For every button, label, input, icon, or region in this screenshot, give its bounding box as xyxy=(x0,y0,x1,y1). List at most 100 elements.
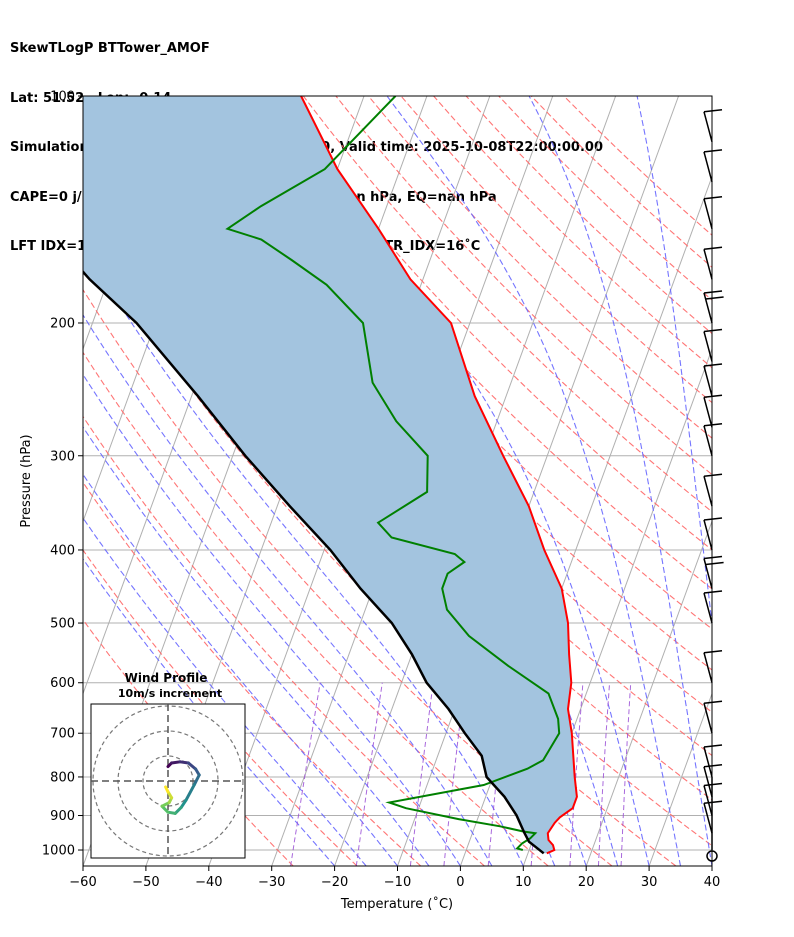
wind-barb-staff xyxy=(703,425,713,456)
mixing-ratio-line xyxy=(409,682,434,866)
hodograph-trace xyxy=(160,760,201,815)
parcel-line xyxy=(83,269,545,855)
y-axis-ticks: 1000 900 800 700 600 500 400 300 200 100 xyxy=(42,90,83,859)
hodograph-segment xyxy=(184,783,196,802)
wind-barb-staff xyxy=(703,292,713,324)
wind-barb-flag xyxy=(703,590,723,594)
wind-barb-flag xyxy=(703,517,723,521)
wind-profile-inset: Wind Profile 10m/s increment xyxy=(90,671,246,859)
wind-barb-flag xyxy=(703,555,723,560)
dry-adiabat xyxy=(302,96,712,513)
wind-barb-staff xyxy=(703,397,713,428)
x-tick-label: 20 xyxy=(578,875,595,890)
wind-barb-staff xyxy=(703,331,713,362)
wind-barb-flag xyxy=(703,109,723,113)
y-tick-label: 900 xyxy=(50,809,75,824)
wind-barb-staff xyxy=(703,365,713,397)
wind-barb-flag xyxy=(703,196,723,200)
y-tick-label: 800 xyxy=(50,770,75,785)
wind-barb-flag xyxy=(703,328,723,333)
wind-barb-flag xyxy=(703,394,723,399)
profiles xyxy=(83,96,578,855)
wind-barb-flag xyxy=(703,363,723,367)
hodograph-segment xyxy=(192,773,201,787)
inset-subtitle: 10m/s increment xyxy=(118,687,222,700)
dry-adiabat xyxy=(83,351,549,866)
wind-barb-staff xyxy=(703,785,713,816)
dry-adiabat xyxy=(83,415,485,866)
wind-barb-flag xyxy=(703,700,723,704)
wind-barb-flag xyxy=(703,800,723,804)
isotherm-line xyxy=(775,96,794,866)
mixing-ratio-line xyxy=(355,682,383,866)
cin-area xyxy=(83,96,577,854)
y-axis-label: Pressure (hPa) xyxy=(19,434,34,527)
wind-barb-staff xyxy=(703,249,713,280)
wind-barb-flag xyxy=(703,744,723,748)
y-tick-label: 300 xyxy=(50,449,75,464)
y-tick-label: 100 xyxy=(50,90,75,105)
temperature-line xyxy=(300,96,578,855)
wind-barb-flag xyxy=(703,649,723,654)
x-axis-label: Temperature (˚C) xyxy=(340,896,453,912)
inset-grid xyxy=(91,704,245,858)
dry-adiabat xyxy=(83,549,358,866)
mixing-ratio-line xyxy=(569,682,584,866)
mixing-ratio-line xyxy=(290,682,321,866)
moist-adiabat xyxy=(263,96,650,866)
wind-barb-flag xyxy=(705,561,724,566)
wind-barb-staff xyxy=(703,476,713,507)
x-tick-label: −10 xyxy=(384,875,411,890)
wind-barb-staff xyxy=(703,652,713,683)
cape-cin-fill xyxy=(83,96,577,854)
y-tick-label: 1000 xyxy=(42,844,75,859)
y-tick-label: 400 xyxy=(50,543,75,558)
wind-barb-flag xyxy=(703,423,723,427)
dry-adiabat xyxy=(563,96,712,236)
wind-barb-flag xyxy=(705,296,724,300)
wind-barb-staff xyxy=(703,198,713,229)
wind-barb-flag xyxy=(703,764,723,768)
dry-adiabat xyxy=(335,96,712,476)
x-tick-label: 10 xyxy=(515,875,532,890)
wind-barb-staff xyxy=(703,111,713,142)
moist-adiabat xyxy=(83,313,493,866)
x-tick-label: −50 xyxy=(132,875,159,890)
wind-barb-flag xyxy=(703,149,723,153)
moist-adiabat xyxy=(83,473,398,866)
y-tick-label: 600 xyxy=(50,676,75,691)
moist-adiabat xyxy=(83,426,430,866)
y-tick-label: 200 xyxy=(50,316,75,331)
wind-barb-staff xyxy=(703,803,713,834)
wind-barb-staff xyxy=(703,558,713,589)
dry-adiabat xyxy=(367,96,712,439)
x-tick-label: 40 xyxy=(704,875,721,890)
wind-barb-flag xyxy=(703,782,723,787)
wind-barb-flag xyxy=(703,473,723,477)
dewpoint-line xyxy=(225,96,561,851)
isotherm-line xyxy=(648,692,712,866)
wind-barb-staff xyxy=(703,766,713,797)
x-tick-label: −60 xyxy=(69,875,96,890)
wind-barbs xyxy=(703,109,724,862)
mixing-ratio-line xyxy=(597,682,611,866)
x-tick-label: 30 xyxy=(641,875,658,890)
x-tick-label: −40 xyxy=(195,875,222,890)
hodograph-segment xyxy=(164,785,170,794)
x-axis-ticks: −60 −50 −40 −30 −20 −10 0 10 20 30 40 xyxy=(69,866,720,890)
isotherm-line xyxy=(711,864,712,866)
mixing-ratio-line xyxy=(620,682,632,866)
inset-title: Wind Profile xyxy=(125,671,208,685)
wind-barb-flag xyxy=(703,246,723,251)
wind-barb-staff xyxy=(703,592,713,624)
wind-barb-staff xyxy=(703,703,713,734)
wind-barb-staff xyxy=(703,151,713,183)
isotherm-line xyxy=(585,519,712,866)
wind-barb-staff xyxy=(703,746,713,778)
title-line-station: SkewTLogP BTTower_AMOF xyxy=(10,41,210,56)
moist-adiabat xyxy=(528,96,712,866)
moist-adiabat xyxy=(83,244,524,866)
x-tick-label: 0 xyxy=(456,875,464,890)
moist-adiabat xyxy=(636,96,712,628)
